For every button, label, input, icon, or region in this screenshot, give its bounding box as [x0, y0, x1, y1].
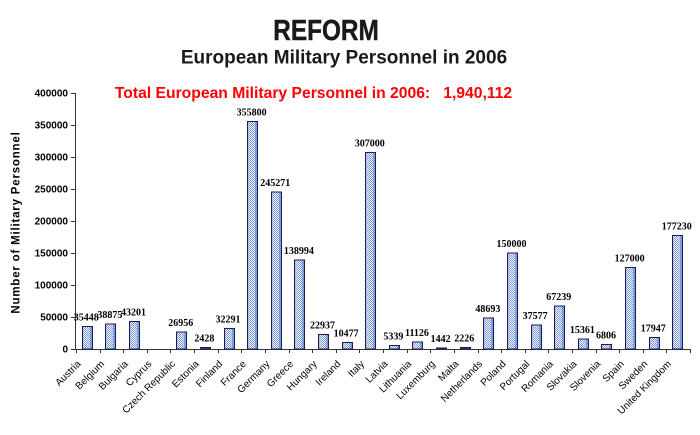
svg-text:38875: 38875: [97, 310, 122, 321]
svg-text:355800: 355800: [237, 107, 267, 118]
svg-text:REFORM: REFORM: [273, 14, 379, 46]
svg-text:Total European Military Person: Total European Military Personnel in 200…: [115, 85, 513, 102]
svg-text:15361: 15361: [570, 325, 595, 336]
svg-text:32291: 32291: [216, 314, 241, 325]
svg-text:150000: 150000: [35, 249, 69, 260]
svg-text:400000: 400000: [35, 89, 69, 100]
svg-text:138994: 138994: [284, 246, 314, 257]
svg-text:48693: 48693: [475, 304, 500, 315]
svg-text:35448: 35448: [74, 312, 99, 323]
svg-text:177230: 177230: [662, 222, 692, 233]
svg-text:5339: 5339: [383, 332, 403, 343]
svg-text:50000: 50000: [40, 313, 68, 324]
svg-text:6806: 6806: [596, 331, 616, 342]
svg-text:127000: 127000: [615, 254, 645, 265]
svg-text:67239: 67239: [546, 292, 571, 303]
svg-text:11126: 11126: [405, 328, 429, 339]
svg-text:350000: 350000: [35, 121, 69, 132]
svg-text:2428: 2428: [194, 333, 214, 344]
svg-text:100000: 100000: [35, 281, 69, 292]
svg-text:43201: 43201: [121, 307, 146, 318]
svg-text:Number of Military Personnel: Number of Military Personnel: [11, 131, 23, 313]
svg-text:17947: 17947: [641, 324, 666, 335]
svg-text:10477: 10477: [334, 328, 359, 339]
svg-text:300000: 300000: [35, 153, 69, 164]
svg-text:0: 0: [62, 345, 68, 356]
svg-text:European Military Personnel in: European Military Personnel in 2006: [181, 48, 507, 69]
svg-text:150000: 150000: [496, 239, 526, 250]
svg-text:26956: 26956: [168, 318, 193, 329]
svg-text:2226: 2226: [454, 334, 474, 345]
svg-text:37577: 37577: [523, 311, 548, 322]
svg-text:250000: 250000: [35, 185, 69, 196]
svg-text:245271: 245271: [260, 178, 290, 189]
svg-text:200000: 200000: [35, 217, 69, 228]
svg-text:307000: 307000: [355, 139, 385, 150]
svg-text:1442: 1442: [431, 334, 451, 345]
svg-text:22937: 22937: [310, 320, 335, 331]
